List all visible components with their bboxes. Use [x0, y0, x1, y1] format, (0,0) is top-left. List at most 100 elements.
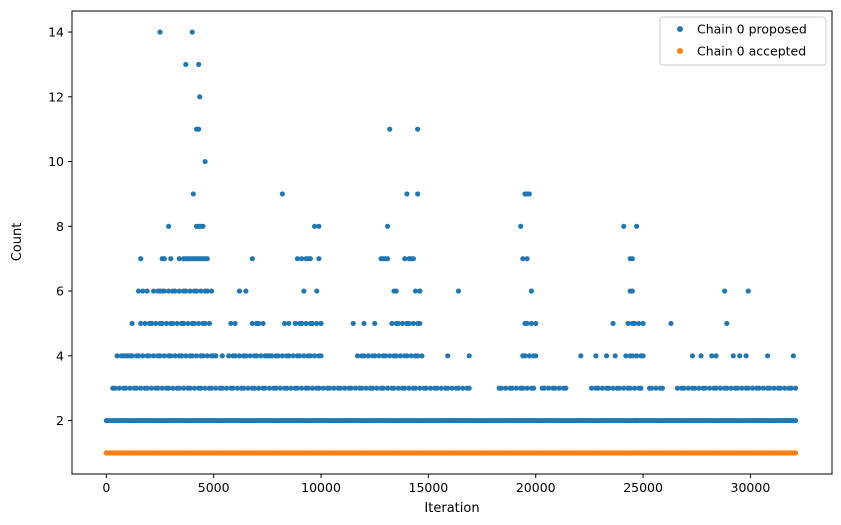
proposed-point: [782, 385, 788, 391]
proposed-point: [659, 385, 666, 391]
proposed-point: [737, 353, 743, 359]
proposed-point: [135, 353, 142, 359]
proposed-point: [249, 320, 255, 327]
proposed-point: [266, 353, 273, 359]
proposed-point: [636, 320, 642, 327]
proposed-point: [395, 320, 401, 327]
proposed-point: [520, 385, 526, 391]
proposed-point: [402, 385, 408, 391]
proposed-point: [228, 320, 234, 327]
y-tick-label: 14: [48, 25, 64, 40]
x-tick-label: 15000: [409, 480, 449, 495]
proposed-point: [698, 353, 704, 359]
proposed-point: [634, 353, 640, 359]
proposed-point: [625, 320, 631, 327]
proposed-point: [627, 385, 633, 391]
x-axis-ticks: 0 5000 10000 15000 20000 25000 30000: [102, 474, 770, 495]
proposed-point: [593, 353, 599, 359]
proposed-point: [299, 385, 305, 391]
proposed-point: [181, 385, 187, 391]
legend-marker-accepted: [677, 48, 683, 54]
proposed-point: [183, 288, 189, 294]
proposed-point: [730, 353, 736, 359]
proposed-point: [140, 353, 146, 359]
proposed-point: [404, 353, 410, 359]
proposed-point: [213, 385, 219, 391]
proposed-point: [174, 320, 180, 327]
proposed-point: [372, 320, 378, 327]
proposed-point: [563, 385, 569, 391]
proposed-point: [116, 385, 122, 391]
proposed-point: [395, 385, 401, 391]
proposed-point: [337, 385, 343, 391]
proposed-point: [279, 353, 285, 359]
proposed-point: [382, 353, 389, 359]
proposed-point: [702, 385, 708, 391]
x-tick-label: 0: [102, 480, 110, 495]
proposed-point: [241, 385, 247, 391]
proposed-point: [771, 385, 777, 391]
proposed-point: [393, 353, 399, 359]
proposed-point: [365, 353, 371, 359]
proposed-point: [404, 320, 410, 327]
proposed-point: [161, 353, 167, 359]
proposed-point: [445, 353, 451, 359]
proposed-point: [129, 320, 135, 327]
proposed-point: [191, 385, 197, 391]
proposed-point: [232, 353, 238, 359]
proposed-point: [363, 385, 369, 391]
proposed-point: [258, 353, 264, 359]
proposed-point: [638, 385, 644, 391]
proposed-point: [168, 256, 174, 262]
proposed-point: [150, 353, 157, 359]
proposed-point: [524, 256, 530, 262]
proposed-point: [400, 320, 406, 327]
proposed-point: [427, 385, 434, 391]
legend: Chain 0 proposed Chain 0 accepted: [659, 16, 827, 66]
proposed-point: [183, 61, 189, 68]
x-tick-label: 25000: [623, 480, 663, 495]
proposed-point: [166, 385, 172, 391]
proposed-point: [372, 353, 378, 359]
proposed-point: [254, 353, 260, 359]
proposed-point: [412, 385, 419, 391]
proposed-point: [286, 320, 292, 327]
proposed-point: [389, 320, 395, 327]
y-tick-label: 6: [56, 284, 64, 299]
proposed-point: [181, 320, 187, 327]
proposed-point: [410, 320, 416, 327]
proposed-point: [717, 385, 723, 391]
proposed-point: [792, 385, 799, 391]
proposed-point: [198, 385, 204, 391]
proposed-point: [520, 256, 526, 262]
proposed-point: [455, 385, 462, 391]
y-tick-label: 2: [56, 413, 64, 428]
proposed-point: [616, 385, 623, 391]
proposed-point: [138, 256, 144, 262]
proposed-point: [631, 385, 638, 391]
proposed-point: [170, 385, 176, 391]
proposed-point: [408, 353, 414, 359]
proposed-point: [148, 385, 155, 391]
proposed-point: [314, 288, 320, 294]
proposed-point: [342, 385, 348, 391]
proposed-point: [445, 385, 451, 391]
proposed-point: [193, 288, 200, 294]
proposed-point: [176, 385, 182, 391]
proposed-point: [689, 353, 696, 359]
proposed-point: [200, 223, 206, 229]
x-tick-label: 10000: [301, 480, 341, 495]
proposed-point: [153, 320, 159, 327]
proposed-point: [623, 353, 629, 359]
proposed-point: [230, 385, 236, 391]
proposed-point: [415, 353, 421, 359]
proposed-point: [288, 385, 294, 391]
proposed-point: [286, 353, 292, 359]
proposed-point: [460, 385, 466, 391]
proposed-point: [275, 353, 281, 359]
proposed-point: [749, 385, 756, 391]
proposed-point: [406, 385, 412, 391]
proposed-point: [402, 256, 408, 262]
proposed-point: [369, 385, 376, 391]
proposed-point: [354, 353, 361, 359]
